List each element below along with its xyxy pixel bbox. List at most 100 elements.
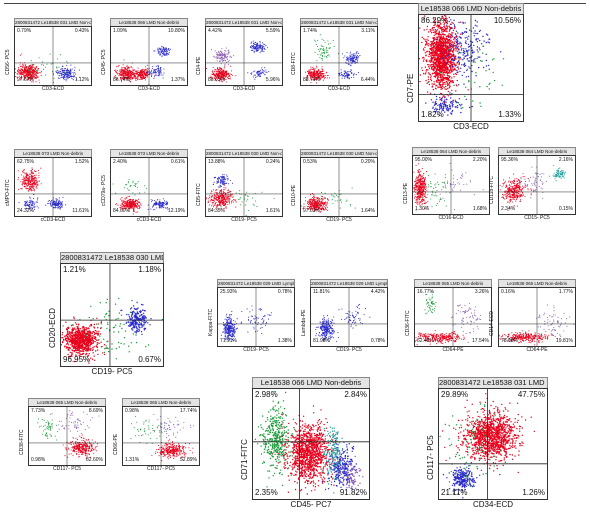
population-cluster	[62, 297, 163, 360]
population-cluster	[250, 40, 268, 54]
quadrant-pct-ul: 1.21%	[63, 265, 86, 274]
scatter-plot: 13.88% 0.24% 84.35% 1.61%	[205, 157, 283, 217]
scatter-points	[61, 264, 163, 366]
quadrant-pct-ll: 86.74%	[113, 77, 130, 83]
scatter-points	[15, 158, 91, 216]
y-axis-label: cMPO-FITC	[5, 179, 11, 207]
population-cluster	[424, 291, 437, 315]
quadrant-pct-ll: 81.98%	[313, 338, 330, 344]
population-cluster	[18, 197, 39, 211]
quadrant-pct-ul: 13.88%	[208, 159, 225, 165]
scatter-plot: 2.40% 0.61% 84.60% 12.19%	[110, 157, 188, 217]
scatter-points	[301, 27, 377, 85]
population-cluster	[442, 462, 481, 499]
population-cluster	[536, 304, 575, 337]
scatter-points	[311, 288, 387, 346]
quadrant-pct-ll: 1.31%	[125, 457, 140, 463]
plot-panel-p14: 2800831472 Le18538 029 LMD Lymphocytes11…	[301, 279, 388, 353]
plot-panel-p15: Le18538 065 LMD Non-debris 16.77% 3.26% 62.…	[405, 279, 492, 353]
y-axis-label: CD20-ECD	[48, 308, 57, 349]
scatter-points	[439, 389, 547, 499]
population-cluster	[126, 66, 153, 85]
quadrant-pct-ll: 85.03%	[208, 77, 225, 83]
quadrant-pct-ll: 97.67%	[17, 77, 34, 83]
x-axis-label: CD3-ECD	[137, 86, 161, 92]
population-cluster	[427, 45, 505, 109]
scatter-plot: 0.16% 1.77% 78.06% 19.81%	[498, 287, 576, 347]
population-cluster	[517, 164, 555, 199]
population-cluster	[254, 390, 297, 488]
quadrant-pct-lr: 0.78%	[370, 338, 385, 344]
population-cluster	[212, 174, 234, 189]
scatter-plot: 86.29% 10.56% 1.82% 1.33%	[418, 14, 524, 122]
quadrant-pct-ul: 11.81%	[313, 289, 330, 295]
scatter-plot: 0.79% 0.43% 97.67% 1.12%	[14, 26, 92, 86]
quadrant-pct-ul: 0.53%	[303, 159, 318, 165]
x-axis-label: CD3-ECD	[232, 86, 256, 92]
quadrant-pct-lr: 11.61%	[72, 208, 89, 214]
population-cluster	[55, 64, 80, 82]
population-cluster	[434, 19, 502, 86]
quadrant-pct-ll: 2.34%	[501, 206, 516, 212]
quadrant-pct-ur: 1.52%	[74, 159, 89, 165]
quadrant-pct-ur: 2.16%	[558, 157, 573, 163]
scatter-points	[413, 156, 489, 214]
x-axis-label: CD3-ECD	[453, 122, 489, 131]
population-cluster	[499, 173, 533, 211]
quadrant-pct-ll: 1.82%	[421, 110, 444, 119]
x-axis-label: CD3-ECD	[41, 86, 65, 92]
y-axis-label: Kappa-FITC	[208, 308, 214, 337]
population-cluster	[247, 67, 270, 80]
quadrant-pct-lr: 91.82%	[339, 488, 367, 497]
population-cluster	[321, 426, 347, 494]
y-axis-label: CD4-PE	[196, 56, 202, 76]
y-axis-label: CD36-FITC	[405, 310, 411, 337]
x-axis-label: CD19- PC5	[243, 347, 269, 353]
quadrant-pct-ul: 95.00%	[415, 157, 432, 163]
population-cluster	[301, 191, 330, 213]
y-axis-label: CD45- PC5	[101, 49, 107, 76]
x-axis-label: CD45- PC7	[290, 500, 332, 509]
quadrant-pct-ll: 71.91%	[220, 338, 237, 344]
quadrant-pct-lr: 1.37%	[170, 77, 185, 83]
quadrant-pct-ll: 97.63%	[303, 208, 320, 214]
scatter-plot: 1.09% 10.80% 86.74% 1.37%	[110, 26, 188, 86]
scatter-points	[111, 27, 187, 85]
plot-panel-p2: Le18538 066 LMD Non-debris 1.09% 10.80% 86.…	[101, 18, 188, 92]
quadrant-pct-lr: 1.33%	[498, 110, 521, 119]
quadrant-pct-ll: 84.35%	[208, 208, 225, 214]
quadrant-pct-ul: 2.40%	[113, 159, 128, 165]
x-axis-label: CD19- PC5	[336, 347, 362, 353]
plot-panel-p8: 2800831472 Le18538 030 LMD Non-debris13.…	[196, 149, 283, 223]
y-axis-label: CD13-PE	[403, 183, 409, 205]
x-axis-label: CD15- PC5	[524, 215, 550, 221]
quadrant-pct-ur: 8.69%	[88, 408, 103, 414]
quadrant-pct-ul: 0.98%	[125, 408, 140, 414]
x-axis-label: cCD3-ECD	[40, 217, 66, 223]
quadrant-pct-ur: 0.43%	[74, 28, 89, 34]
x-axis-label: CD19- PC5	[231, 217, 257, 223]
x-axis-label: CD117- PC5	[147, 466, 175, 472]
quadrant-pct-lr: 12.19%	[168, 208, 185, 214]
x-axis-label: CD117- PC5	[53, 466, 81, 472]
population-cluster	[415, 330, 466, 346]
quadrant-pct-ur: 0.20%	[360, 159, 375, 165]
scatter-points	[253, 389, 369, 499]
population-cluster	[151, 439, 194, 462]
scatter-points	[29, 407, 105, 465]
population-cluster	[115, 195, 142, 215]
population-cluster	[305, 65, 330, 84]
quadrant-pct-lr: 1.64%	[360, 208, 375, 214]
population-cluster	[442, 393, 535, 476]
population-cluster	[153, 45, 171, 57]
population-cluster	[425, 92, 473, 117]
quadrant-pct-ur: 2.20%	[472, 157, 487, 163]
population-cluster	[62, 434, 99, 459]
population-cluster	[210, 47, 235, 66]
quadrant-pct-lr: 1.61%	[265, 208, 280, 214]
population-cluster	[552, 167, 567, 182]
y-axis-label: CD56- PC5	[5, 49, 11, 76]
quadrant-pct-ur: 0.61%	[170, 159, 185, 165]
scatter-plot: 11.81% 4.42% 81.98% 0.78%	[310, 287, 388, 347]
population-cluster	[120, 301, 152, 336]
